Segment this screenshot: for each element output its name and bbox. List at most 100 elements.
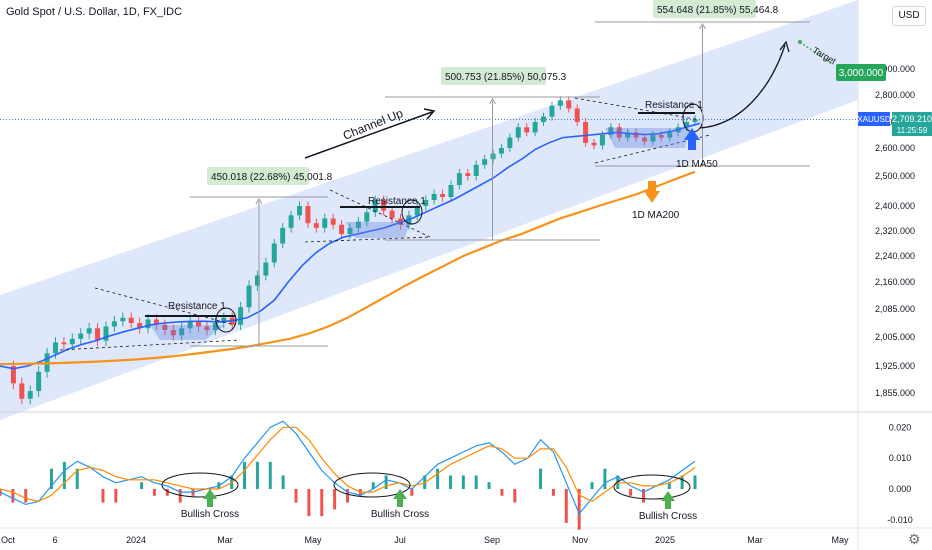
x-tick-label: Mar [217, 535, 233, 545]
target-dotted-line [799, 41, 833, 65]
price-candle [515, 127, 521, 138]
price-candle [541, 116, 547, 122]
price-candle [263, 262, 269, 276]
bullish-cross-2-label: Bullish Cross [371, 509, 429, 520]
price-candle [212, 323, 218, 330]
price-candle [305, 206, 311, 224]
price-candle [608, 127, 614, 135]
price-candle [364, 212, 370, 222]
x-tick-label: Oct [1, 535, 16, 545]
x-tick-label: Jul [394, 535, 406, 545]
price-candle [650, 135, 656, 142]
price-candle [692, 119, 698, 122]
price-candle [313, 223, 319, 228]
x-tick-label: May [304, 535, 322, 545]
x-tick-label: Mar [747, 535, 763, 545]
y-tick-label: 1,925.000 [875, 361, 915, 371]
measure-3-label: 554.648 (21.85%) 55,464.8 [657, 5, 779, 16]
price-candle [440, 194, 446, 197]
price-candle [19, 383, 25, 399]
y-tick-label: 2,600.000 [875, 143, 915, 153]
price-candle [95, 328, 101, 341]
price-candle [532, 122, 538, 133]
price-candle [145, 319, 151, 329]
price-candle [27, 391, 33, 399]
y-tick-label: 2,320.000 [875, 226, 915, 236]
x-tick-label: 2025 [655, 535, 675, 545]
measure-3-arrowhead [699, 23, 706, 30]
price-candle [246, 285, 252, 308]
channel-up-label: Channel Up [341, 106, 405, 143]
price-candle [297, 206, 303, 216]
pattern-1-triangle [59, 287, 241, 351]
price-candle [280, 227, 286, 244]
y-tick-label: 2,005.000 [875, 332, 915, 342]
ma200-label: 1D MA200 [632, 210, 680, 221]
price-candle [128, 317, 134, 323]
measure-2-label: 500.753 (21.85%) 50,075.3 [445, 72, 567, 83]
price-candle [322, 218, 328, 228]
resistance-2-label: Resistance 1 [368, 196, 426, 207]
price-candle [153, 319, 159, 325]
breakout-2-circle [401, 199, 423, 225]
resistance-3-label: Resistance 1 [645, 100, 703, 111]
projection-curve [699, 44, 786, 129]
chart-title: Gold Spot / U.S. Dollar, 1D, FX_IDC [6, 6, 183, 18]
x-tick-label: Sep [484, 535, 500, 545]
measure-2-arrowhead [489, 98, 496, 105]
bullish-cross-1-circle [161, 472, 239, 498]
price-badge-value: 2,709.210 [892, 114, 932, 124]
price-candle [557, 100, 563, 106]
price-candle [330, 218, 336, 225]
pattern-2-triangle [304, 189, 431, 243]
price-candle [423, 200, 429, 206]
price-candle [271, 243, 277, 263]
channel-up-arrow [304, 111, 433, 159]
price-candle [642, 137, 648, 142]
price-candle [111, 321, 117, 327]
price-candle [591, 142, 597, 146]
pattern-2-fill [345, 222, 410, 238]
price-candle [667, 132, 673, 138]
currency-button[interactable]: USD [892, 6, 926, 26]
price-candle [566, 100, 572, 109]
y-tick-label: 1,855.000 [875, 388, 915, 398]
target-price-box [836, 64, 886, 81]
bullish-cross-1-arrow-icon [203, 489, 217, 507]
price-candle [10, 366, 16, 384]
price-candle [490, 153, 496, 160]
price-candle [61, 342, 67, 345]
price-candle [414, 206, 420, 216]
price-candle [339, 224, 345, 235]
osc-y-tick-label: 0.000 [889, 484, 912, 494]
target-point [797, 39, 803, 45]
settings-gear-icon[interactable]: ⚙ [908, 531, 921, 547]
measure-1-arrowhead [255, 198, 263, 205]
price-candle [583, 122, 589, 143]
price-badge-countdown: 11:25:59 [897, 126, 928, 135]
channel-up-arrowhead [423, 108, 436, 120]
macd-line [0, 420, 696, 515]
projection-arrowhead [779, 40, 790, 53]
ma50-arrow-icon [684, 128, 700, 150]
price-candle [625, 132, 631, 138]
price-candle [381, 200, 387, 211]
bullish-cross-1-label: Bullish Cross [181, 509, 239, 520]
measure-1-label-bg [207, 167, 309, 185]
price-candle [389, 210, 395, 219]
price-candle [456, 173, 462, 185]
resistance-1-label: Resistance 1 [168, 301, 226, 312]
measure-3-label-bg [653, 0, 756, 18]
price-candle [221, 317, 227, 323]
price-candle [524, 127, 530, 133]
price-candle [103, 326, 109, 341]
osc-y-tick-label: 0.020 [889, 422, 912, 432]
price-candle [473, 164, 479, 176]
price-candle [52, 342, 58, 354]
bullish-cross-3-label: Bullish Cross [639, 511, 697, 522]
price-candle [187, 321, 193, 329]
measure-2-label-bg [441, 67, 546, 85]
bullish-cross-2-circle [333, 472, 411, 498]
price-badge [892, 112, 932, 136]
